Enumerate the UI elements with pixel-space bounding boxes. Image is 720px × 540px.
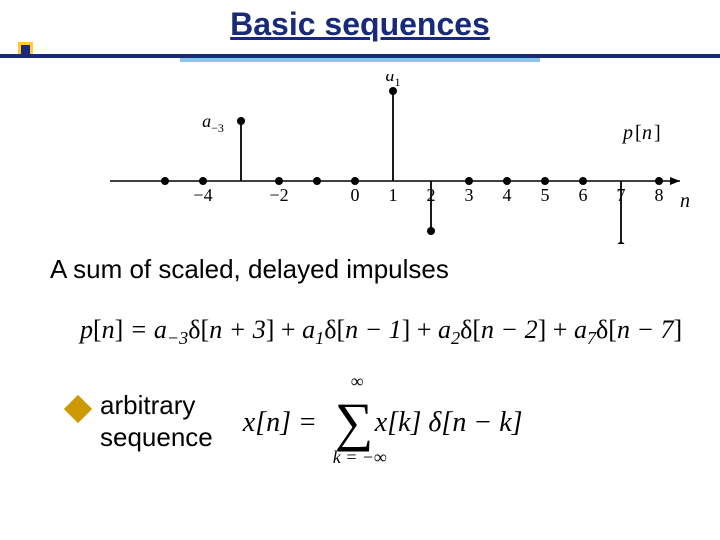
- svg-text:]: ]: [654, 122, 661, 144]
- sum-lhs: x[n] =: [243, 407, 317, 439]
- sum-lower-bound: k = −∞: [333, 447, 387, 468]
- sigma-symbol: ∑: [335, 391, 374, 453]
- bullet-item: arbitrary sequence: [68, 389, 213, 454]
- svg-text:n: n: [642, 122, 652, 144]
- sum-equation: x[n] = ∞ ∑ k = −∞ x[k] δ[n − k]: [243, 371, 543, 471]
- svg-text:p: p: [621, 122, 633, 144]
- svg-text:0: 0: [351, 185, 360, 205]
- svg-text:a2: a2: [424, 237, 439, 244]
- svg-text:3: 3: [465, 185, 474, 205]
- svg-text:n: n: [680, 190, 690, 212]
- svg-text:[: [: [635, 122, 642, 144]
- slide-title: Basic sequences: [230, 0, 490, 43]
- bullet-line2: sequence: [100, 422, 213, 452]
- svg-text:6: 6: [579, 185, 588, 205]
- diamond-bullet-icon: [64, 395, 92, 423]
- svg-text:1: 1: [389, 185, 398, 205]
- sum-upper-bound: ∞: [351, 371, 364, 392]
- title-rule: [0, 54, 720, 62]
- caption-text: A sum of scaled, delayed impulses: [50, 254, 690, 285]
- svg-text:5: 5: [541, 185, 550, 205]
- svg-text:a1: a1: [386, 74, 401, 89]
- svg-text:4: 4: [503, 185, 512, 205]
- svg-text:−2: −2: [269, 185, 288, 205]
- impulse-equation: p[n] = a−3δ[n + 3] + a1δ[n − 1] + a2δ[n …: [80, 315, 690, 349]
- bullet-text: arbitrary sequence: [100, 389, 213, 454]
- svg-text:8: 8: [655, 185, 664, 205]
- stem-plot: −4−2012345678np[n]a−3a1a2a7: [30, 74, 690, 244]
- svg-text:a−3: a−3: [202, 111, 224, 135]
- svg-text:−4: −4: [193, 185, 212, 205]
- sum-rhs: x[k] δ[n − k]: [375, 407, 523, 439]
- bullet-line1: arbitrary: [100, 390, 195, 420]
